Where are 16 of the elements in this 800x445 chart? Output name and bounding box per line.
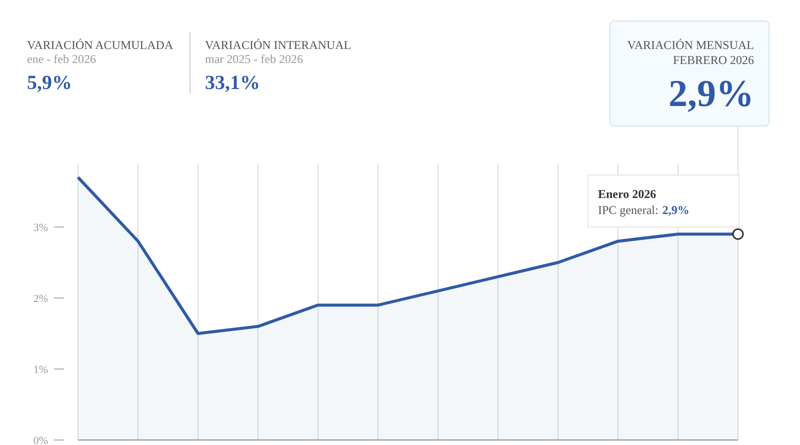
- text: ene - feb 2026: [27, 52, 96, 66]
- y-tick-label: 2%: [33, 292, 48, 305]
- text: mar 2025 - feb 2026: [205, 52, 303, 66]
- y-tick-label: 3%: [33, 222, 48, 234]
- text: VARIACIÓN MENSUAL: [627, 38, 754, 52]
- annotation: Enero 2026: [598, 187, 656, 201]
- text: VARIACIÓN INTERANUAL: [205, 38, 352, 52]
- text: 2,9%: [668, 73, 754, 115]
- text: VARIACIÓN ACUMULADA: [27, 38, 174, 52]
- text: 5,9%: [27, 72, 72, 94]
- annotation: IPC general:: [598, 203, 658, 217]
- y-tick-label: 0%: [33, 434, 48, 445]
- annotation: 2,9%: [662, 203, 690, 217]
- y-tick-label: 1%: [33, 364, 48, 376]
- text: 33,1%: [205, 72, 260, 94]
- text: FEBRERO 2026: [672, 53, 754, 67]
